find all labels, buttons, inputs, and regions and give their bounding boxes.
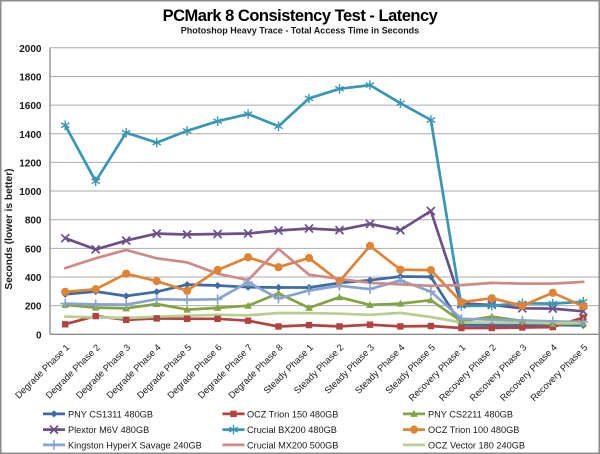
svg-text:OCZ Trion 150 480GB: OCZ Trion 150 480GB (247, 409, 338, 419)
svg-text:1800: 1800 (19, 72, 42, 83)
svg-text:Kingston HyperX Savage 240GB: Kingston HyperX Savage 240GB (68, 440, 202, 450)
svg-text:600: 600 (25, 244, 42, 255)
svg-text:PCMark 8 Consistency Test - La: PCMark 8 Consistency Test - Latency (163, 7, 439, 25)
svg-text:Plextor M6V 480GB: Plextor M6V 480GB (68, 425, 149, 435)
svg-text:0: 0 (36, 330, 42, 341)
svg-text:Photoshop Heavy Trace - Total: Photoshop Heavy Trace - Total Access Tim… (181, 26, 419, 36)
svg-text:1400: 1400 (19, 130, 42, 141)
svg-text:OCZ Trion 100 480GB: OCZ Trion 100 480GB (428, 425, 519, 435)
svg-text:1600: 1600 (19, 101, 42, 112)
svg-text:400: 400 (25, 273, 42, 284)
svg-text:Crucial MX200 500GB: Crucial MX200 500GB (247, 440, 338, 450)
svg-text:800: 800 (25, 216, 42, 227)
svg-text:Seconds (lower is better): Seconds (lower is better) (4, 168, 15, 289)
svg-text:OCZ Vector 180 240GB: OCZ Vector 180 240GB (428, 440, 525, 450)
svg-text:2000: 2000 (19, 44, 42, 55)
svg-text:Crucial BX200 480GB: Crucial BX200 480GB (247, 425, 337, 435)
svg-text:200: 200 (25, 302, 42, 313)
svg-text:1200: 1200 (19, 158, 42, 169)
svg-text:1000: 1000 (19, 187, 42, 198)
svg-text:PNY CS2211 480GB: PNY CS2211 480GB (428, 409, 513, 419)
svg-text:PNY CS1311 480GB: PNY CS1311 480GB (68, 409, 153, 419)
